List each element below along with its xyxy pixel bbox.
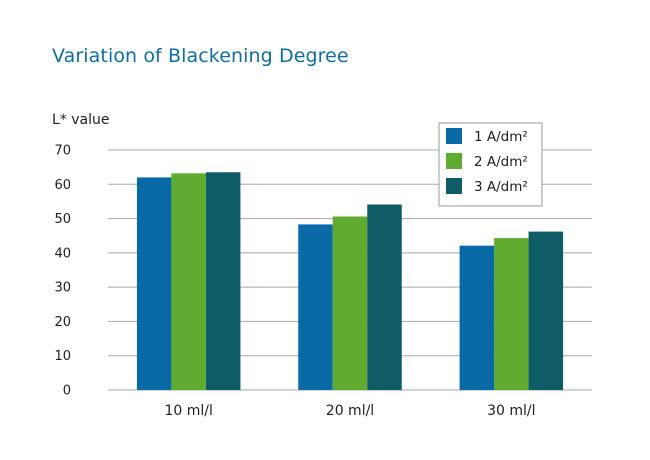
bar <box>494 238 529 390</box>
y-tick-label: 50 <box>54 212 71 227</box>
bar <box>332 216 368 390</box>
bar <box>459 245 495 390</box>
y-tick-label: 10 <box>54 349 71 364</box>
bars <box>136 172 564 390</box>
category-labels: 10 ml/l 20 ml/l 30 ml/l <box>164 403 535 419</box>
y-tick-label: 30 <box>54 281 71 296</box>
bar <box>528 231 564 390</box>
legend-swatch <box>446 153 462 169</box>
chart-title: Variation of Blackening Degree <box>52 45 349 67</box>
y-tick-label: 70 <box>54 144 71 159</box>
legend-label: 2 A/dm² <box>474 154 528 170</box>
y-tick-label: 20 <box>54 315 71 330</box>
y-tick-label: 40 <box>54 246 71 261</box>
legend: 1 A/dm² 2 A/dm² 3 A/dm² <box>438 122 543 207</box>
legend-swatch <box>446 128 462 144</box>
bar <box>136 177 172 390</box>
legend-label: 3 A/dm² <box>474 179 528 195</box>
y-tick-label: 60 <box>54 178 71 193</box>
category-label: 10 ml/l <box>164 403 212 419</box>
legend-swatch <box>446 178 462 194</box>
bar <box>367 204 402 390</box>
bar <box>205 172 241 390</box>
y-axis-label: L* value <box>52 112 110 128</box>
category-label: 30 ml/l <box>487 403 535 419</box>
y-tick-label: 0 <box>63 384 71 399</box>
bar <box>298 224 333 390</box>
y-tick-labels: 0 10 20 30 40 50 60 70 <box>54 144 71 399</box>
legend-label: 1 A/dm² <box>474 129 528 145</box>
bar <box>171 173 206 390</box>
category-label: 20 ml/l <box>326 403 374 419</box>
